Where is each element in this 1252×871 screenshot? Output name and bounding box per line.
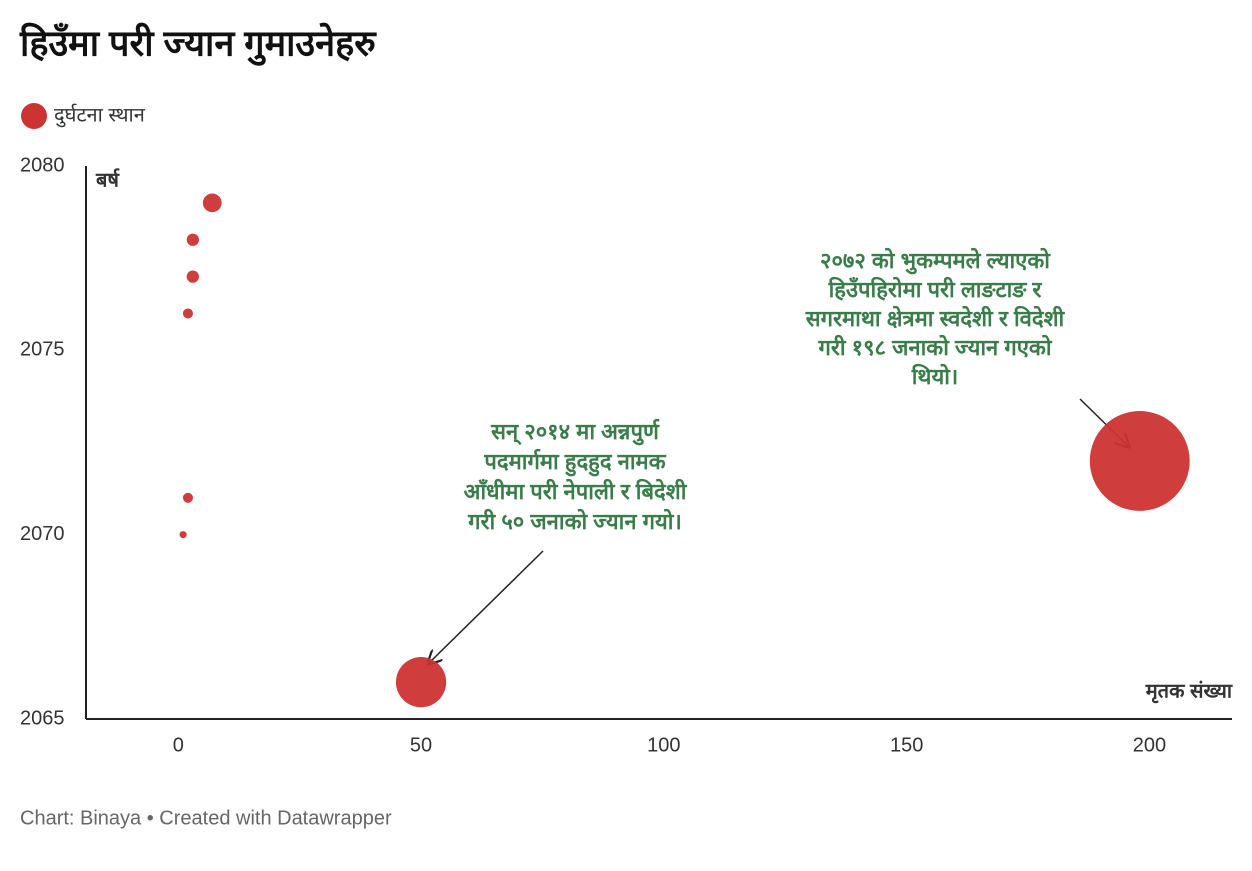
- annotation-text: हिउँपहिरोमा परी लाङटाङ र: [828, 276, 1043, 302]
- y-tick-label: 2070: [20, 523, 65, 545]
- footer: Chart: Binaya • Created with Datawrapper: [20, 807, 392, 829]
- annotation-text: गरी १९८ जनाको ज्यान गएको: [817, 334, 1052, 360]
- x-tick-label: 150: [890, 734, 923, 756]
- point: [1089, 410, 1190, 511]
- legend-swatch: [21, 103, 47, 129]
- point: [395, 657, 447, 708]
- annotation-text: आँधीमा परी नेपाली र बिदेशी: [464, 478, 688, 504]
- annotation-text: गरी ५० जनाको ज्यान गयो।: [467, 508, 682, 534]
- annotation-arrow: [428, 550, 544, 664]
- point: [186, 233, 199, 246]
- annotation-text: २०७२ को भुकम्पमले ल्याएको: [820, 247, 1051, 275]
- chart-title: हिउँमा परी ज्यान गुमाउनेहरु: [19, 23, 377, 67]
- x-tick-label: 100: [647, 734, 680, 756]
- y-tick-label: 2065: [20, 707, 65, 729]
- y-tick-label: 2075: [20, 339, 65, 361]
- annotation-text: पदमार्गमा हुदहुद नामक: [483, 448, 666, 477]
- annotation-text: सन् २०१४ मा अन्नपुर्ण: [490, 418, 660, 446]
- x-axis-label: मृतक संख्या: [1145, 680, 1233, 703]
- x-tick-label: 50: [410, 734, 432, 756]
- point: [179, 531, 187, 539]
- point: [182, 492, 193, 503]
- x-tick-label: 0: [173, 734, 184, 756]
- point: [186, 270, 199, 283]
- y-tick-label: 2080: [20, 154, 65, 176]
- annotation-text: थियो।: [911, 363, 959, 389]
- legend-label: दुर्घटना स्थान: [54, 103, 146, 127]
- point: [202, 193, 222, 213]
- annotation-text: सगरमाथा क्षेत्रमा स्वदेशी र विदेशी: [805, 305, 1066, 331]
- x-tick-label: 200: [1133, 734, 1166, 756]
- y-axis-label: बर्ष: [95, 167, 120, 191]
- point: [182, 308, 193, 319]
